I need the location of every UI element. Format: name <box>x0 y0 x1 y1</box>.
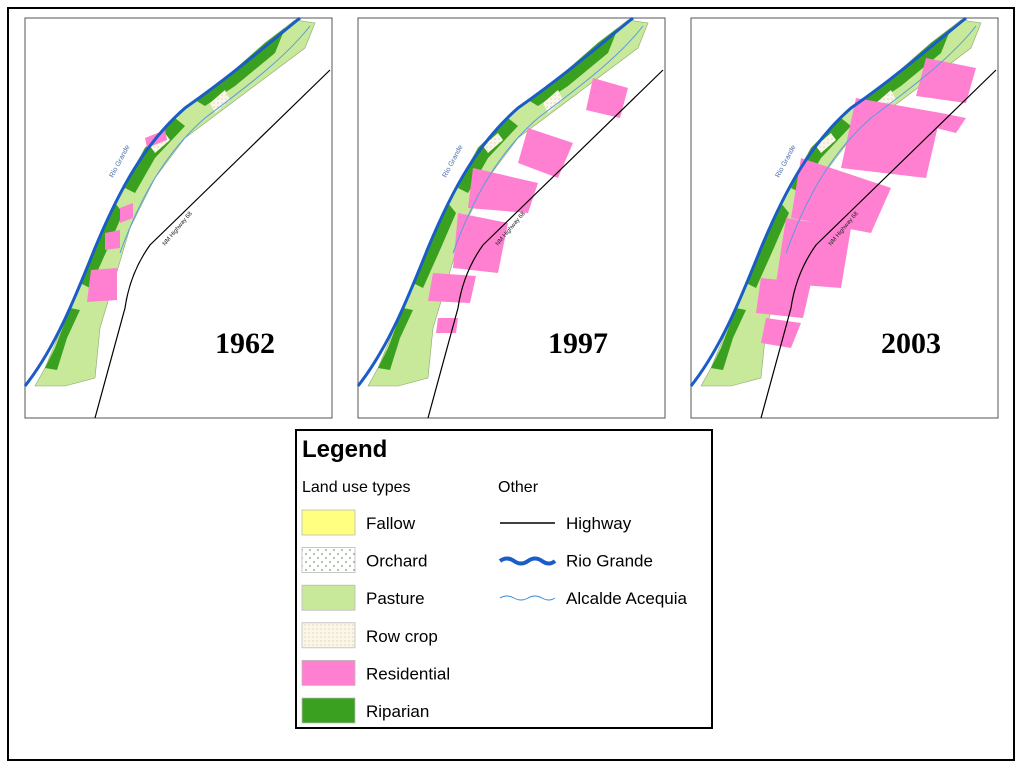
row-crop <box>150 90 230 153</box>
residential <box>776 218 851 288</box>
residential <box>468 168 538 213</box>
highway <box>427 69 664 419</box>
legend-label: Riparian <box>366 702 429 721</box>
legend-label: Residential <box>366 664 450 683</box>
legend-swatch <box>301 660 356 686</box>
residential <box>120 203 133 223</box>
acequia <box>452 25 644 254</box>
legend-swatch <box>301 584 356 611</box>
legend-line <box>499 595 556 601</box>
highway <box>94 69 331 419</box>
riparian <box>45 28 285 370</box>
land-use-items: Fallow Orchard Pasture Row crop Residential R… <box>301 509 450 724</box>
river <box>23 16 301 387</box>
residential <box>841 98 941 178</box>
legend-label: Highway <box>566 514 632 533</box>
residential <box>756 278 811 318</box>
residential <box>791 158 891 233</box>
river <box>356 16 634 387</box>
residential <box>105 230 120 250</box>
row-crop <box>483 90 563 153</box>
legend-label: Pasture <box>366 589 425 608</box>
year-label: 1997 <box>548 327 608 360</box>
legend-label: Orchard <box>366 552 427 571</box>
residential <box>936 113 966 133</box>
legend-label: Rio Grande <box>566 552 653 571</box>
legend-swatch <box>301 509 356 536</box>
highway <box>760 69 997 419</box>
legend-swatch <box>301 697 356 724</box>
legend-title: Legend <box>302 436 387 463</box>
legend-swatch <box>301 547 356 573</box>
residential <box>87 268 117 302</box>
residential <box>761 318 801 348</box>
residential <box>518 128 573 178</box>
legend: Legend Land use types Other Fallow Orchar… <box>295 429 713 729</box>
river <box>689 16 967 387</box>
legend-line <box>498 556 557 566</box>
legend-heading: Land use types <box>302 479 411 496</box>
legend-heading: Other <box>498 479 539 496</box>
row-crop <box>816 90 896 153</box>
legend-label: Alcalde Acequia <box>566 589 688 608</box>
residential <box>453 213 508 273</box>
other-items: Highway Rio Grande Alcalde Acequia <box>498 514 688 608</box>
year-label: 1962 <box>215 327 275 360</box>
riparian <box>378 28 618 370</box>
residential <box>428 273 476 303</box>
acequia <box>785 25 977 254</box>
legend-box <box>295 429 713 729</box>
residential <box>916 58 976 103</box>
legend-swatch <box>301 622 356 649</box>
acequia <box>119 25 311 254</box>
legend-label: Fallow <box>366 514 416 533</box>
year-label: 2003 <box>881 327 941 360</box>
residential <box>586 78 628 118</box>
legend-label: Row crop <box>366 627 438 646</box>
